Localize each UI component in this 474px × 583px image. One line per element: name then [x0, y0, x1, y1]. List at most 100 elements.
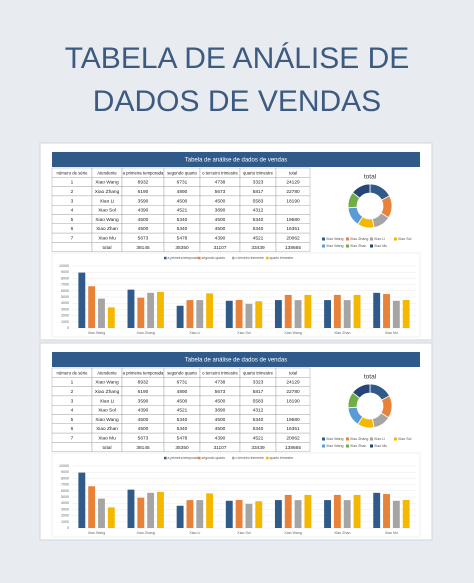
table-cell-text: 4521: [177, 208, 188, 214]
table-cell-text: 4390: [138, 408, 149, 414]
table-cell-text: 4500: [177, 398, 188, 404]
legend-label: a primeira temporada: [168, 456, 200, 460]
table-cell-text: 4521: [177, 408, 188, 414]
bar: [255, 301, 263, 328]
table-cell-text: 6190: [138, 189, 149, 195]
table-cell-text: 4890: [177, 189, 188, 195]
table-cell: [275, 204, 311, 215]
table-cell: [275, 242, 311, 252]
legend-swatch: [322, 437, 325, 441]
table-cell-text: 16351: [286, 226, 300, 232]
table-cell-text: Xiao Zhan: [96, 426, 118, 432]
bar: [206, 493, 214, 528]
table-cell-text: total: [102, 245, 111, 251]
x-tick-label: Xiao Wang: [284, 531, 301, 535]
bar: [78, 272, 86, 328]
y-tick-label: 5000: [61, 295, 69, 299]
table-cell-text: total: [102, 445, 111, 451]
table-cell-text: 5340: [253, 217, 264, 223]
table-cell-text: 5583: [253, 398, 264, 404]
table-cell-text: 4500: [215, 226, 226, 232]
bar: [392, 300, 400, 328]
table-cell-text: Xiao Wang: [95, 380, 119, 386]
y-tick-label: 8000: [61, 276, 69, 280]
y-tick-label: 10000: [59, 264, 69, 268]
legend-label: a primeira temporada: [168, 256, 200, 260]
y-tick-label: 0: [67, 326, 69, 330]
bar: [324, 300, 331, 328]
table-cell-text: 5340: [177, 417, 188, 423]
table-cell-text: 4521: [253, 236, 264, 242]
table-cell-text: 5478: [177, 436, 188, 442]
bar: [88, 286, 96, 328]
table-cell-text: 4500: [138, 417, 149, 423]
table-cell-text: 18190: [286, 198, 300, 204]
bar: [137, 497, 145, 528]
bar: [206, 293, 214, 328]
bar: [98, 498, 105, 528]
legend-label: Xiao Wang: [326, 244, 343, 248]
bar: [107, 307, 115, 328]
sheet-title: Tabela de análise de dados de vendas: [185, 358, 287, 364]
table-cell-text: 4390: [215, 436, 226, 442]
table-cell-text: 16351: [286, 426, 300, 432]
table-cell-text: 5340: [253, 417, 264, 423]
y-tick-label: 9000: [61, 270, 69, 274]
table-cell-text: 4500: [138, 426, 149, 432]
table-cell-text: 6731: [177, 180, 188, 186]
table-cell-text: 35350: [175, 445, 189, 451]
bar: [147, 292, 155, 328]
table-header-cell: número de série: [56, 370, 88, 375]
y-tick-label: 9000: [61, 470, 69, 474]
page-title: DADOS DE VENDAS: [93, 85, 381, 118]
legend-label: Xiao Wang: [326, 444, 343, 448]
table-cell-text: Xiao Li: [100, 398, 115, 404]
table-cell-text: 4738: [215, 380, 226, 386]
legend-label: o terceiro trimestre: [236, 456, 264, 460]
y-tick-label: 0: [67, 526, 69, 530]
table-cell: [51, 442, 93, 452]
table-cell-text: 24129: [286, 380, 300, 386]
table-header-cell: segundo quarto: [167, 370, 197, 375]
bar: [255, 501, 263, 528]
legend-swatch: [322, 237, 325, 241]
table-cell-text: 4500: [138, 217, 149, 223]
bar: [353, 494, 361, 528]
legend-swatch: [370, 444, 373, 448]
table-cell-text: Xiao Sol: [98, 208, 116, 214]
table-cell-text: 31107: [214, 245, 227, 251]
legend-label: quarto trimestre: [270, 456, 294, 460]
bar: [402, 299, 410, 328]
table-cell-text: 4500: [215, 217, 226, 223]
bar: [274, 500, 282, 528]
x-tick-label: Xiao Li: [189, 331, 200, 335]
table-cell-text: 20062: [286, 236, 300, 242]
legend-label: Xiao Mu: [374, 244, 387, 248]
table-cell-text: 5340: [177, 426, 188, 432]
table-cell-text: 4500: [215, 417, 226, 423]
table-cell-text: 5673: [138, 236, 149, 242]
bar: [127, 289, 135, 328]
bar: [186, 300, 194, 328]
table-cell-text: 5817: [253, 189, 264, 195]
y-tick-label: 5000: [61, 495, 69, 499]
bar: [186, 500, 194, 528]
y-tick-label: 4000: [61, 301, 69, 305]
table-cell-text: 4312: [253, 408, 264, 414]
table-cell-text: Xiao Mu: [98, 436, 116, 442]
table-cell-text: 4390: [138, 208, 149, 214]
table-cell-text: 31107: [214, 445, 227, 451]
y-tick-label: 3000: [61, 507, 69, 511]
table-cell-text: 6: [71, 226, 74, 232]
bar: [235, 499, 243, 528]
legend-swatch: [198, 456, 201, 460]
table-cell-text: 4500: [215, 398, 226, 404]
bar: [176, 305, 184, 328]
x-tick-label: Xiao Zhang: [137, 331, 155, 335]
table-cell-text: 6190: [138, 389, 149, 395]
table-cell-text: 4500: [215, 426, 226, 432]
y-tick-label: 7000: [61, 283, 69, 287]
bar: [225, 500, 233, 528]
table-cell-text: 5478: [177, 236, 188, 242]
table-cell-text: 5340: [177, 217, 188, 223]
